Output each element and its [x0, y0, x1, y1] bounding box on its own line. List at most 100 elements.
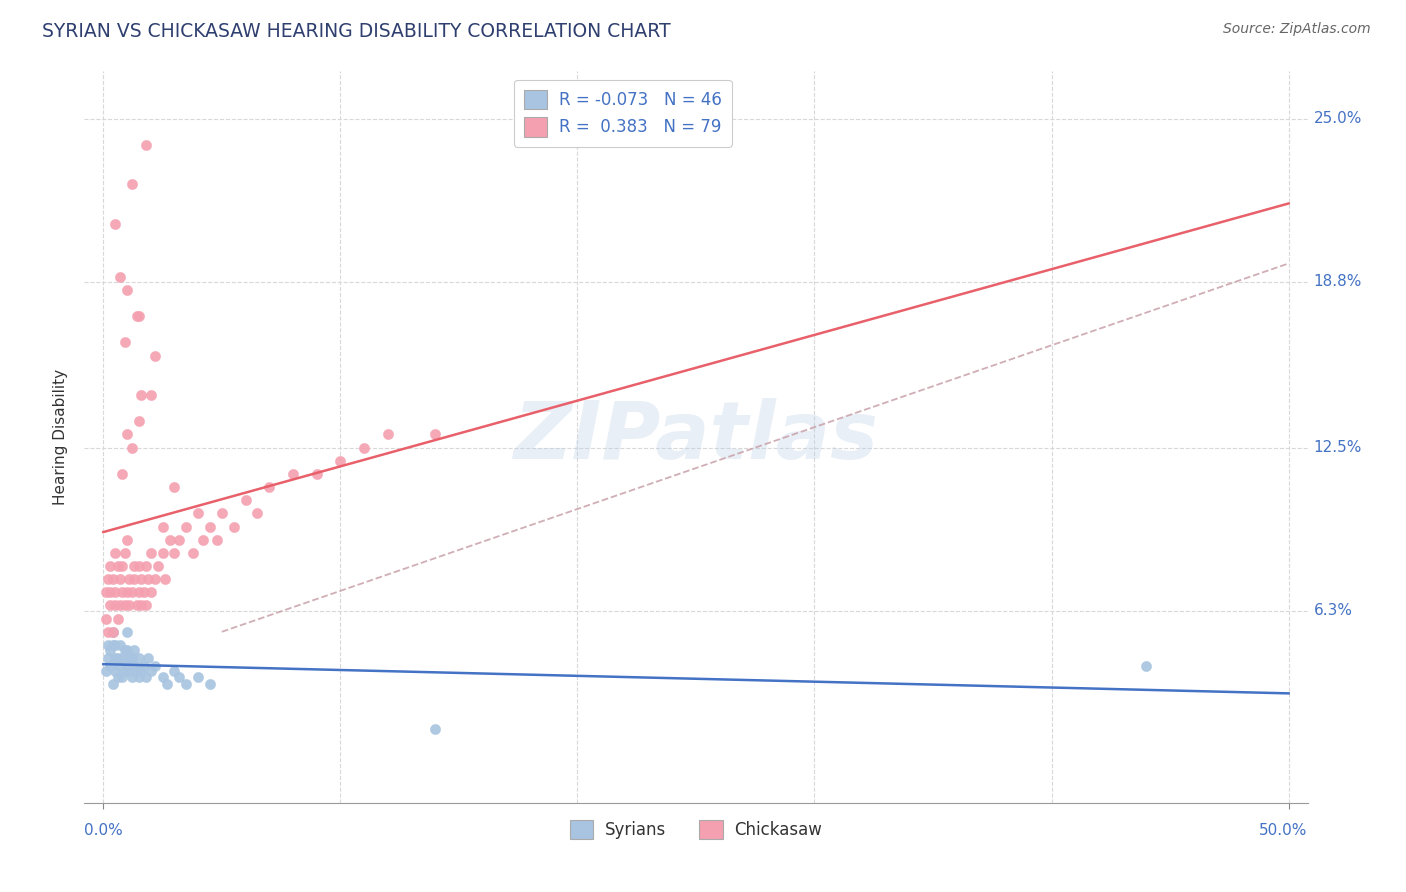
Point [128, 585, 150, 599]
Point [118, 572, 141, 586]
Point [121, 178, 143, 192]
Point [128, 669, 150, 683]
Point [139, 546, 162, 560]
Point [156, 677, 179, 691]
Point [305, 467, 328, 481]
Point [94, 612, 117, 626]
Point [101, 624, 124, 639]
Point [118, 665, 141, 679]
Point [129, 572, 152, 586]
Point [198, 519, 221, 533]
Point [135, 669, 157, 683]
Point [187, 669, 209, 683]
Point [115, 427, 138, 442]
Point [211, 507, 233, 521]
Point [121, 585, 143, 599]
Point [377, 427, 399, 442]
Point [139, 585, 162, 599]
Point [115, 283, 138, 297]
Point [138, 651, 160, 665]
Point [125, 599, 148, 613]
Point [167, 669, 190, 683]
Point [111, 585, 134, 599]
Point [128, 414, 150, 428]
Point [104, 638, 127, 652]
Point [108, 659, 131, 673]
Point [115, 624, 138, 639]
Point [111, 651, 134, 665]
Point [125, 309, 148, 323]
Point [138, 572, 160, 586]
Point [139, 665, 162, 679]
Point [104, 665, 127, 679]
Point [191, 533, 214, 547]
Point [101, 624, 124, 639]
Point [152, 519, 174, 533]
Point [163, 665, 186, 679]
Point [121, 651, 143, 665]
Point [115, 533, 138, 547]
Point [132, 659, 155, 673]
Point [174, 519, 197, 533]
Point [353, 441, 375, 455]
Point [100, 585, 122, 599]
Point [145, 659, 167, 673]
Point [167, 533, 190, 547]
Point [104, 546, 127, 560]
Point [122, 559, 145, 574]
Point [153, 572, 176, 586]
Point [94, 665, 117, 679]
Point [159, 533, 181, 547]
Text: 12.5%: 12.5% [1313, 440, 1362, 455]
Point [187, 507, 209, 521]
Point [198, 677, 221, 691]
Point [114, 546, 136, 560]
Point [114, 335, 136, 350]
Text: 6.3%: 6.3% [1313, 603, 1353, 618]
Point [132, 585, 155, 599]
Point [107, 612, 129, 626]
Text: 25.0%: 25.0% [1313, 112, 1362, 127]
Point [329, 454, 352, 468]
Point [100, 599, 122, 613]
Point [259, 480, 281, 494]
Point [152, 669, 174, 683]
Point [163, 546, 186, 560]
Point [114, 643, 136, 657]
Point [222, 519, 245, 533]
Point [121, 669, 143, 683]
Point [104, 651, 127, 665]
Text: 50.0%: 50.0% [1260, 823, 1308, 838]
Point [129, 599, 152, 613]
Point [94, 585, 117, 599]
Y-axis label: Hearing Disability: Hearing Disability [53, 369, 69, 505]
Point [128, 559, 150, 574]
Point [111, 669, 134, 683]
Point [101, 677, 124, 691]
Point [100, 559, 122, 574]
Point [122, 659, 145, 673]
Point [104, 217, 127, 231]
Point [115, 585, 138, 599]
Point [174, 677, 197, 691]
Text: ZIPatlas: ZIPatlas [513, 398, 879, 476]
Point [152, 546, 174, 560]
Point [104, 599, 127, 613]
Point [246, 507, 269, 521]
Point [111, 467, 134, 481]
Point [118, 651, 141, 665]
Point [125, 665, 148, 679]
Point [115, 659, 138, 673]
Point [128, 309, 150, 323]
Point [121, 441, 143, 455]
Point [145, 349, 167, 363]
Point [107, 651, 129, 665]
Point [100, 643, 122, 657]
Point [104, 585, 127, 599]
Point [205, 533, 228, 547]
Text: 18.8%: 18.8% [1313, 275, 1362, 289]
Point [139, 388, 162, 402]
Point [145, 572, 167, 586]
Text: 0.0%: 0.0% [84, 823, 124, 838]
Point [1135, 659, 1157, 673]
